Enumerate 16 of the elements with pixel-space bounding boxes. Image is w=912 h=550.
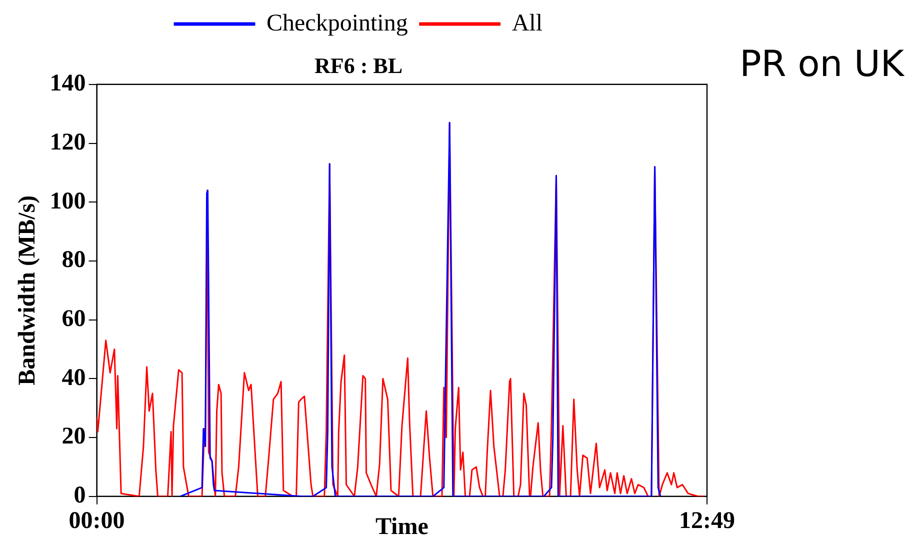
y-tick-label: 20: [62, 424, 86, 450]
y-tick-label: 40: [62, 364, 86, 391]
text: PR on UK: [740, 44, 904, 85]
y-tick-label: 0: [74, 482, 86, 509]
y-tick-label: 60: [62, 306, 86, 332]
x-axis-title: Time: [375, 514, 429, 540]
legend-label: All: [512, 10, 543, 36]
y-axis-title: Bandwidth (MB/s): [14, 195, 41, 386]
x-tick-label: 00:00: [68, 508, 125, 534]
chart-title: RF6 : BL: [314, 52, 402, 78]
y-tick-label: 120: [50, 129, 86, 156]
y-tick-label: 80: [62, 247, 86, 274]
y-tick-label: 100: [50, 188, 86, 214]
legend-label: Checkpointing: [266, 10, 408, 36]
y-tick-label: 140: [50, 70, 86, 97]
x-tick-label: 12:49: [679, 508, 735, 534]
